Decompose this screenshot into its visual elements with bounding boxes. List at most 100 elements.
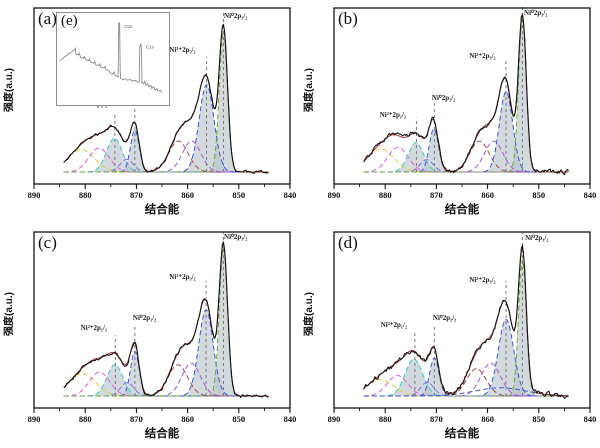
x-tick-label: 850 <box>232 414 245 424</box>
peak-label: Ni²⁺2p₁/₂ <box>380 320 408 329</box>
peak-fill <box>379 359 449 396</box>
spectrum-plot: 890 880 870 860 850 840 <box>328 231 597 424</box>
component-curve <box>63 373 269 397</box>
x-axis-label: 结合能 <box>444 428 480 440</box>
component-curve <box>363 318 569 397</box>
peak-fill <box>479 91 533 172</box>
x-tick-label: 850 <box>532 190 545 200</box>
peak-label: Ni⁰2p₃/₂ <box>525 234 549 243</box>
x-tick-label: 870 <box>130 414 143 424</box>
x-tick-label: 890 <box>28 190 41 200</box>
component-curve <box>63 129 269 173</box>
survey-inset: O1s C1s (e) <box>56 12 170 106</box>
x-tick-label: 880 <box>79 414 92 424</box>
component-curve <box>363 146 569 173</box>
x-axis-label: 结合能 <box>444 204 480 216</box>
x-tick-label: 870 <box>130 190 143 200</box>
component-curve <box>363 140 569 173</box>
peak-fill <box>117 351 153 396</box>
inset-peak-label: O1s <box>124 24 133 29</box>
spectrum-line <box>63 241 269 399</box>
inset-tag: (e) <box>61 13 78 29</box>
x-tick-label: 850 <box>532 414 545 424</box>
component-curve <box>363 17 569 173</box>
peak-label: Ni⁰2p₃/₂ <box>224 12 248 20</box>
peak-label: Ni²⁺2p₃/₂ <box>469 52 496 60</box>
component-curve <box>63 351 269 397</box>
x-tick-label: 890 <box>328 414 341 424</box>
peak-label: Ni²⁺2p₁/₂ <box>379 111 407 120</box>
component-curve <box>363 142 569 173</box>
component-curve <box>63 308 269 397</box>
x-tick-label: 850 <box>232 190 245 200</box>
component-curve <box>63 382 269 397</box>
panel-b: 强度(a.u.) 890 880 870 860 850 840 (b) 结合能 Ni²⁺… <box>300 0 600 224</box>
x-tick-label: 840 <box>284 414 297 424</box>
y-axis-label: 强度(a.u.) <box>4 292 15 336</box>
x-tick-label: 890 <box>28 414 41 424</box>
y-axis-label: 强度(a.u.) <box>304 292 315 336</box>
component-curve <box>363 140 569 173</box>
spectrum-line <box>363 14 569 176</box>
panel-tag: (d) <box>338 233 358 252</box>
panel-c: 强度(a.u.) 890 880 870 860 850 840 (c) 结合能 Ni²⁺… <box>0 224 300 448</box>
x-tick-label: 840 <box>584 190 597 200</box>
peak-fill <box>117 129 153 172</box>
peak-fill <box>415 128 453 172</box>
component-curve <box>63 246 269 397</box>
x-tick-label: 890 <box>328 190 341 200</box>
peak-label: Ni⁰2p₃/₂ <box>224 232 248 241</box>
peak-fill <box>82 138 147 172</box>
spectrum-plot: 890 880 870 860 850 840 <box>28 231 297 424</box>
x-tick-label: 840 <box>284 190 297 200</box>
component-curve <box>363 387 569 397</box>
plot-frame <box>33 7 291 185</box>
plot-frame <box>333 7 591 185</box>
plot-frame <box>33 231 291 409</box>
peak-label: Ni⁰2p₁/₂ <box>432 314 457 323</box>
survey-spectrum-line <box>59 22 163 93</box>
x-tick-label: 840 <box>584 414 597 424</box>
x-tick-label: 860 <box>181 414 194 424</box>
panel-a: 强度(a.u.) 890 880 870 860 850 840 (a) O1s C1s (… <box>0 0 300 224</box>
panel-tag: (b) <box>338 9 358 28</box>
x-tick-label: 870 <box>430 414 443 424</box>
x-tick-label: 860 <box>481 414 494 424</box>
peak-label: Ni²⁺2p₁/₂ <box>80 324 108 332</box>
component-curve <box>63 371 269 397</box>
spectrum-plot: 890 880 870 860 850 840 <box>28 7 297 200</box>
peak-label: Ni²⁺2p₃/₂ <box>169 45 196 54</box>
component-curve <box>363 128 569 173</box>
peak-label: Ni²⁺2p₃/₂ <box>169 272 196 281</box>
peak-label: Ni⁰2p₁/₂ <box>431 93 456 102</box>
survey-plot: O1s C1s <box>59 22 163 93</box>
peak-fill <box>207 31 240 173</box>
peak-fill <box>385 142 447 172</box>
spectrum-plot: 890 880 870 860 850 840 <box>328 4 597 200</box>
x-tick-label: 860 <box>181 190 194 200</box>
x-tick-label: 880 <box>379 414 392 424</box>
peak-label: Ni²⁺2p₃/₂ <box>469 276 496 284</box>
x-axis-label: 结合能 <box>144 428 180 440</box>
plot-frame <box>333 231 591 409</box>
spectrum-line <box>63 23 269 174</box>
component-curve <box>63 148 269 173</box>
envelope-line <box>63 240 269 397</box>
spectrum-line <box>363 245 569 399</box>
inset-peak-label: C1s <box>146 44 155 49</box>
component-curve <box>63 158 269 173</box>
x-tick-label: 880 <box>379 190 392 200</box>
x-tick-label: 870 <box>430 190 443 200</box>
panel-d: 强度(a.u.) 890 880 870 860 850 840 (d) 结合能 Ni²⁺… <box>300 224 600 448</box>
peak-label: Ni⁰2p₃/₂ <box>524 8 548 17</box>
panel-tag: (a) <box>38 9 57 28</box>
peak-label: Ni⁰2p₁/₂ <box>132 314 157 323</box>
component-curve <box>63 137 269 173</box>
x-tick-label: 880 <box>79 190 92 200</box>
peak-fill <box>507 17 538 173</box>
x-tick-label: 860 <box>481 190 494 200</box>
y-axis-label: 强度(a.u.) <box>304 68 315 112</box>
component-curve <box>63 147 269 173</box>
panel-tag: (c) <box>38 233 57 252</box>
